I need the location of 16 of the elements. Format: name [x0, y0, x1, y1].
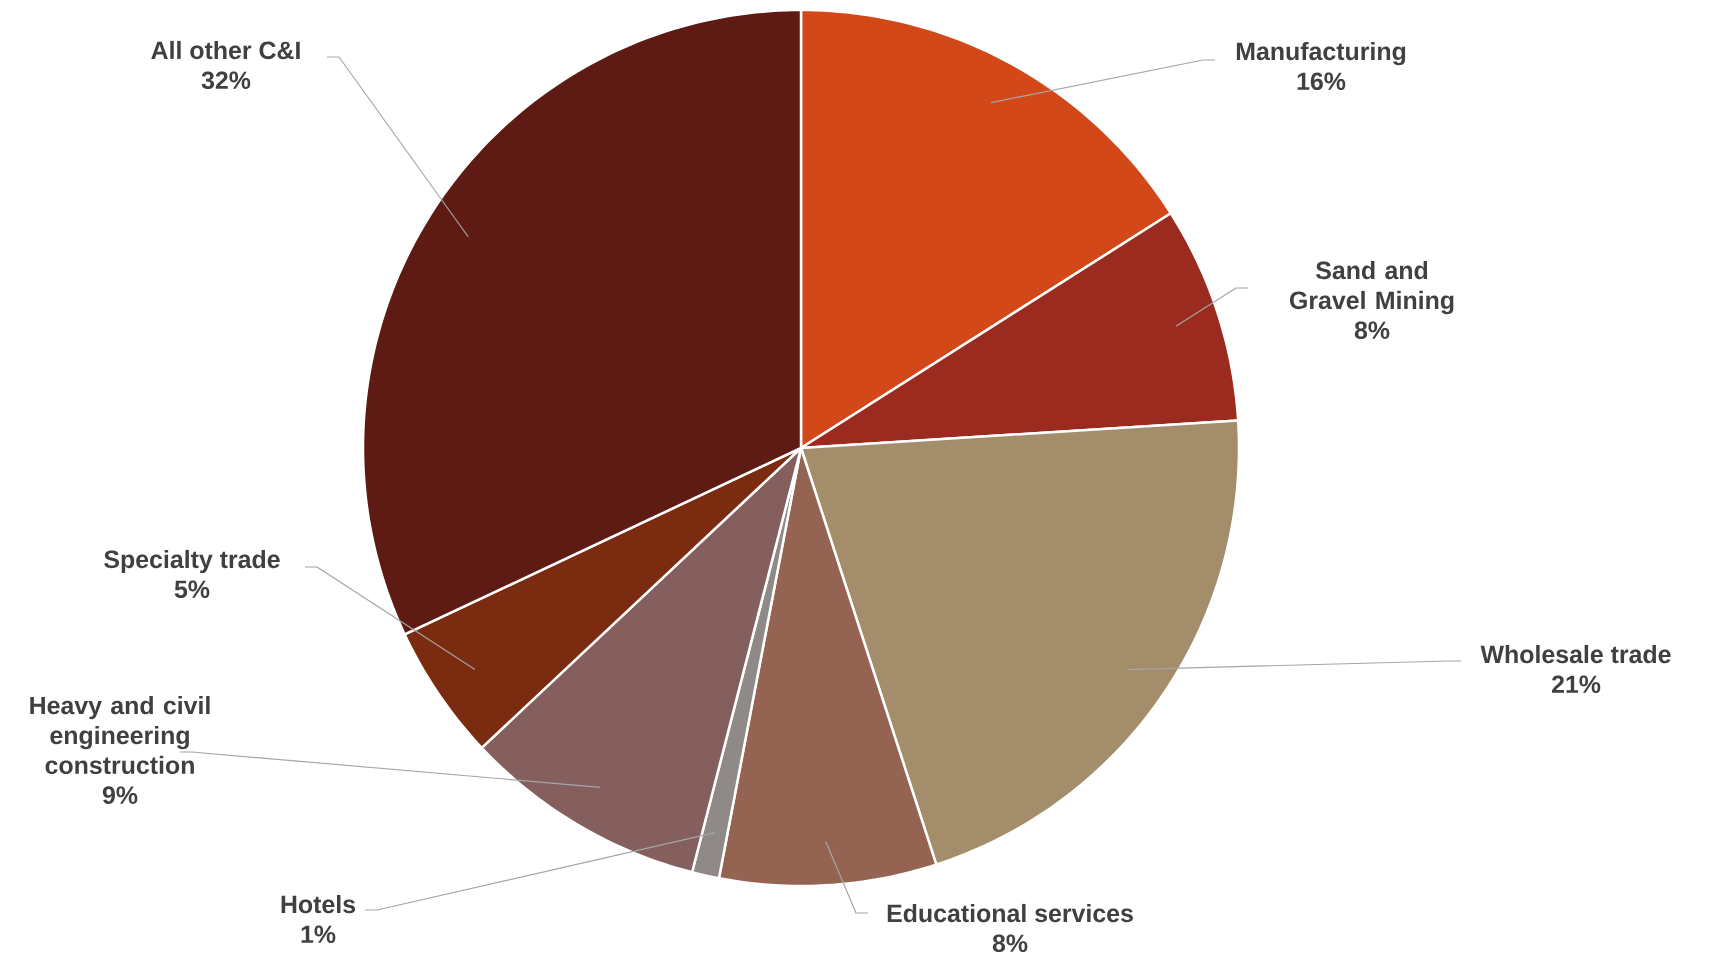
slice-label: Wholesale trade — [1480, 644, 1671, 664]
slice-label: Heavy and civil engineering construction — [30, 696, 210, 775]
data-label: 8% — [992, 934, 1028, 953]
data-label: 16% — [1297, 72, 1346, 91]
data-label: 1% — [301, 925, 336, 944]
slice-label: Specialty trade — [104, 549, 280, 574]
data-label: 8% — [1354, 321, 1390, 340]
slice-label: Sand and Gravel Mining — [1290, 260, 1454, 315]
slice-label: Manufacturing — [1236, 41, 1406, 66]
slice-label: Educational services — [887, 903, 1133, 923]
slice-label: Hotels — [281, 894, 356, 914]
data-label: 21% — [1551, 675, 1601, 694]
data-label: 9% — [102, 786, 138, 804]
data-label: 5% — [174, 580, 210, 599]
slice-label: All other C&I — [151, 40, 300, 60]
data-label: 32% — [201, 71, 251, 90]
